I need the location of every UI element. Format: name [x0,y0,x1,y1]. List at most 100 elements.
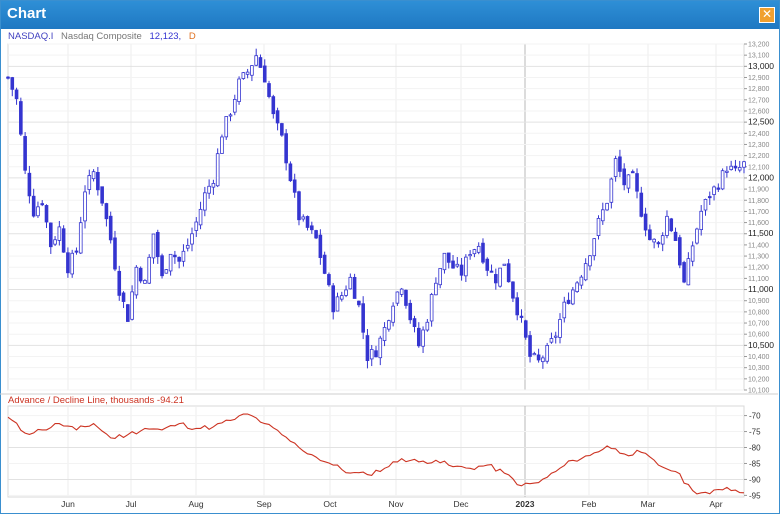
candle-body [143,280,147,284]
price-tick-label: 10,700 [748,321,770,328]
close-icon[interactable]: ✕ [759,7,775,23]
x-axis-label: Jul [126,499,137,509]
candle-body [733,165,738,169]
price-tick-label: 11,900 [748,187,769,194]
candle-body [558,319,562,338]
candle-body [198,208,203,226]
candle-body [40,203,45,206]
price-tick-label: 10,800 [748,309,770,316]
candle-body [44,205,49,223]
legend-period: D [188,31,196,42]
candle-body [737,167,742,171]
candle-body [100,186,104,204]
candle-body [429,294,434,322]
candle-body [720,170,725,190]
candle-body [575,282,579,292]
price-tick-label: 10,200 [748,376,770,383]
candle-body [374,350,378,358]
candle-body [729,165,733,171]
candle-body [27,172,32,197]
candle-body [207,185,211,194]
candle-body [596,218,601,237]
candle-body [523,320,528,338]
candle-body [339,295,344,300]
price-tick-label: 12,000 [748,172,774,182]
candle-body [96,171,100,191]
price-tick-label: 12,500 [748,117,774,127]
candle-body [232,99,237,113]
candle-body [314,230,318,239]
candle-body [237,78,241,102]
candle-body [541,357,545,363]
candle-body [545,345,549,362]
price-tick-label: 10,900 [748,298,770,305]
candle-body [588,255,592,267]
x-axis-label: Apr [709,499,722,509]
candle-body [91,171,96,180]
candle-body [357,300,361,306]
price-tick-label: 11,300 [748,254,769,261]
candle-body [284,133,288,164]
candle-body [566,299,571,304]
price-tick-label: 11,200 [748,265,769,272]
candle-body [686,258,691,286]
candle-body [130,291,134,320]
price-tick-label: 12,800 [748,86,770,93]
candle-body [690,245,695,262]
candle-body [553,335,558,338]
indicator-tick-label: -75 [749,428,761,437]
price-tick-label: 10,100 [748,388,770,395]
candle-body [335,296,340,312]
candle-body [194,221,199,231]
candle-body [271,96,276,115]
candle-body [220,136,224,154]
candle-body [532,353,537,356]
window-title: Chart [7,5,47,22]
candle-body [78,222,83,254]
candle-body [412,318,417,328]
candle-body [476,245,481,253]
candle-body [639,192,644,217]
candle-body [310,225,314,231]
candle-body [511,281,515,299]
price-tick-label: 12,200 [748,153,770,160]
legend-last-value: 12,123, [149,31,182,42]
candle-body [571,289,575,305]
candle-body [331,285,336,313]
candle-body [416,327,421,347]
price-tick-label: 11,500 [748,228,774,238]
candle-body [707,196,712,199]
candle-body [665,215,669,236]
indicator-tick-label: -95 [749,491,761,500]
indicator-tick-label: -70 [749,412,761,421]
price-tick-label: 11,700 [748,209,769,216]
indicator-tick-label: -80 [749,444,761,453]
price-tick-label: 12,600 [748,108,770,115]
candle-body [451,260,455,269]
candle-body [352,277,357,299]
candle-body [600,209,605,222]
candle-body [70,252,74,275]
candle-body [682,262,686,283]
candle-body [87,175,92,190]
candle-body [280,123,284,136]
advance-decline-line [7,413,745,495]
candle-body [185,245,190,249]
candle-body [515,297,520,316]
candle-body [19,101,23,135]
candle-body [489,270,494,273]
candle-body [10,77,15,90]
candle-body [408,302,413,321]
candle-body [378,337,383,359]
candle-body [113,237,117,270]
x-axis-label: Oct [323,499,337,509]
candle-body [53,239,57,245]
price-tick-label: 10,500 [748,340,774,350]
candle-body [502,263,507,266]
candle-body [725,170,729,173]
candle-body [224,116,229,138]
candle-body [322,254,327,274]
candle-body [742,161,746,168]
candle-body [228,114,233,117]
